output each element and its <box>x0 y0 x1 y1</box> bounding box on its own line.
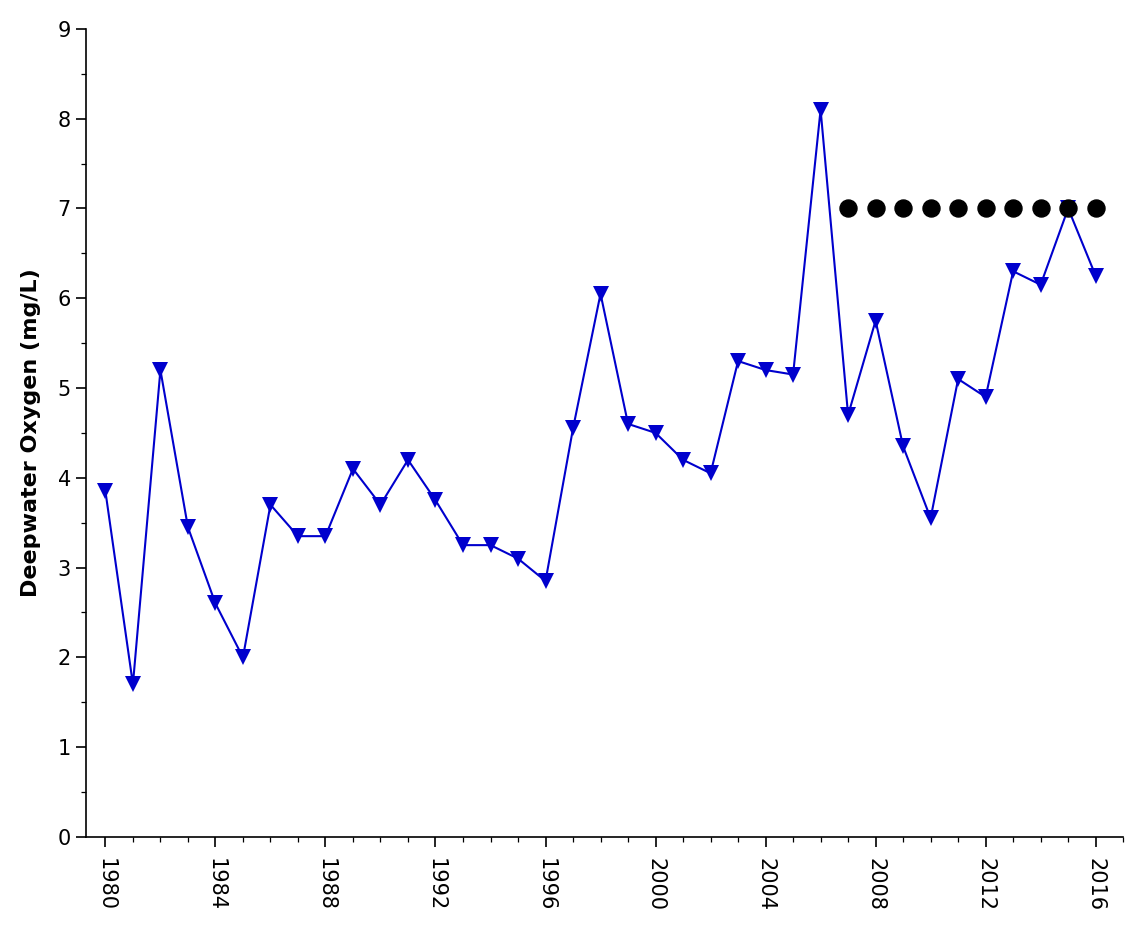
Point <box>1004 201 1023 216</box>
Y-axis label: Deepwater Oxygen (mg/L): Deepwater Oxygen (mg/L) <box>21 268 41 597</box>
Point <box>921 201 939 216</box>
Point <box>1087 201 1105 216</box>
Point <box>1032 201 1050 216</box>
Point <box>839 201 857 216</box>
Point <box>977 201 995 216</box>
Point <box>893 201 912 216</box>
Point <box>950 201 968 216</box>
Point <box>866 201 884 216</box>
Point <box>1059 201 1078 216</box>
